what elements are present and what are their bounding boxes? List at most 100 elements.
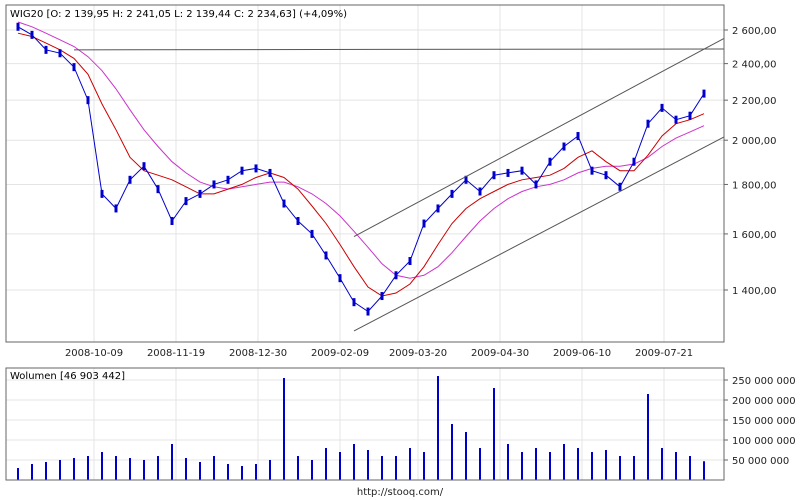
volume-bar <box>143 460 145 480</box>
moving-average-short <box>17 32 705 297</box>
price-point <box>422 219 426 228</box>
date-tick-label: 2008-11-19 <box>147 348 205 359</box>
volume-tick-label: 250 000 000 <box>732 376 796 387</box>
price-point <box>646 119 650 128</box>
date-tick-label: 2009-03-20 <box>389 348 447 359</box>
price-point <box>590 166 594 175</box>
moving-average-long <box>17 21 705 279</box>
price-point <box>660 103 664 112</box>
volume-bar <box>689 456 691 480</box>
price-point <box>576 132 580 141</box>
source-url[interactable]: http://stooq.com/ <box>357 487 444 498</box>
price-point <box>338 274 342 283</box>
volume-tick-label: 150 000 000 <box>732 416 796 427</box>
volume-bar <box>647 394 649 480</box>
price-panel-frame <box>5 4 725 343</box>
volume-bar <box>703 461 705 480</box>
volume-bar <box>423 452 425 480</box>
volume-bar <box>45 462 47 480</box>
price-point <box>450 189 454 198</box>
price-point <box>184 197 188 206</box>
price-point <box>296 216 300 225</box>
price-point <box>548 157 552 166</box>
price-point <box>72 63 76 72</box>
volume-bar <box>493 388 495 480</box>
price-point <box>632 157 636 166</box>
price-tick-label: 1 800,00 <box>732 180 777 191</box>
volume-bar <box>633 456 635 480</box>
volume-bar <box>17 468 19 480</box>
volume-bar <box>395 456 397 480</box>
price-point <box>394 271 398 280</box>
volume-grid <box>6 379 724 461</box>
price-point <box>520 166 524 175</box>
price-series <box>16 21 725 332</box>
trend-line <box>353 136 725 332</box>
volume-bar <box>171 444 173 480</box>
volume-bar <box>605 450 607 480</box>
price-point <box>282 199 286 208</box>
volume-bar <box>87 456 89 480</box>
price-point <box>492 171 496 180</box>
volume-bar <box>409 448 411 480</box>
price-point <box>58 49 62 58</box>
price-point <box>100 189 104 198</box>
date-axis-labels: 2008-10-09 2008-11-19 2008-12-30 2009-02-09… <box>65 348 693 359</box>
volume-bar <box>227 464 229 480</box>
price-grid <box>6 5 724 480</box>
volume-bars <box>17 376 705 480</box>
volume-bar <box>521 452 523 480</box>
volume-bar <box>507 444 509 480</box>
price-point <box>352 298 356 307</box>
price-point <box>464 175 468 184</box>
volume-bar <box>661 448 663 480</box>
price-point <box>534 180 538 189</box>
price-point <box>702 89 706 98</box>
volume-bar <box>479 448 481 480</box>
volume-bar <box>269 460 271 480</box>
volume-bar <box>213 456 215 480</box>
volume-bar <box>353 444 355 480</box>
volume-bar <box>115 456 117 480</box>
price-point <box>128 175 132 184</box>
volume-bar <box>339 452 341 480</box>
date-tick-label: 2009-02-09 <box>311 348 369 359</box>
volume-bar <box>591 452 593 480</box>
price-tick-label: 2 000,00 <box>732 136 777 147</box>
price-tick-label: 2 400,00 <box>732 60 777 71</box>
price-point <box>212 180 216 189</box>
volume-header: Wolumen [46 903 442] <box>10 371 125 382</box>
volume-bar <box>59 460 61 480</box>
volume-bar <box>563 444 565 480</box>
price-tick-label: 2 200,00 <box>732 96 777 107</box>
volume-bar <box>283 378 285 480</box>
volume-bar <box>675 452 677 480</box>
price-point <box>506 168 510 177</box>
volume-bar <box>465 432 467 480</box>
volume-bar <box>437 376 439 480</box>
volume-bar <box>297 456 299 480</box>
price-tick-label: 2 600,00 <box>732 26 777 37</box>
price-point <box>86 96 90 105</box>
date-tick-label: 2008-12-30 <box>229 348 287 359</box>
volume-bar <box>31 464 33 480</box>
volume-bar <box>619 456 621 480</box>
price-point <box>604 171 608 180</box>
price-point <box>366 307 370 316</box>
volume-bar <box>451 424 453 480</box>
price-point <box>268 168 272 177</box>
volume-tick-label: 100 000 000 <box>732 436 796 447</box>
date-tick-label: 2009-06-10 <box>553 348 611 359</box>
price-point <box>408 257 412 266</box>
price-axis-labels: 2 600,00 2 400,00 2 200,00 2 000,00 1 800,00… <box>724 26 777 297</box>
volume-bar <box>577 448 579 480</box>
price-point <box>44 45 48 54</box>
price-point <box>198 189 202 198</box>
volume-axis-labels: 250 000 000 200 000 000 150 000 000 100 000… <box>724 376 796 467</box>
volume-panel-frame <box>5 367 725 481</box>
price-point <box>310 229 314 238</box>
price-point <box>240 166 244 175</box>
volume-bar <box>311 460 313 480</box>
volume-bar <box>157 456 159 480</box>
volume-bar <box>381 456 383 480</box>
